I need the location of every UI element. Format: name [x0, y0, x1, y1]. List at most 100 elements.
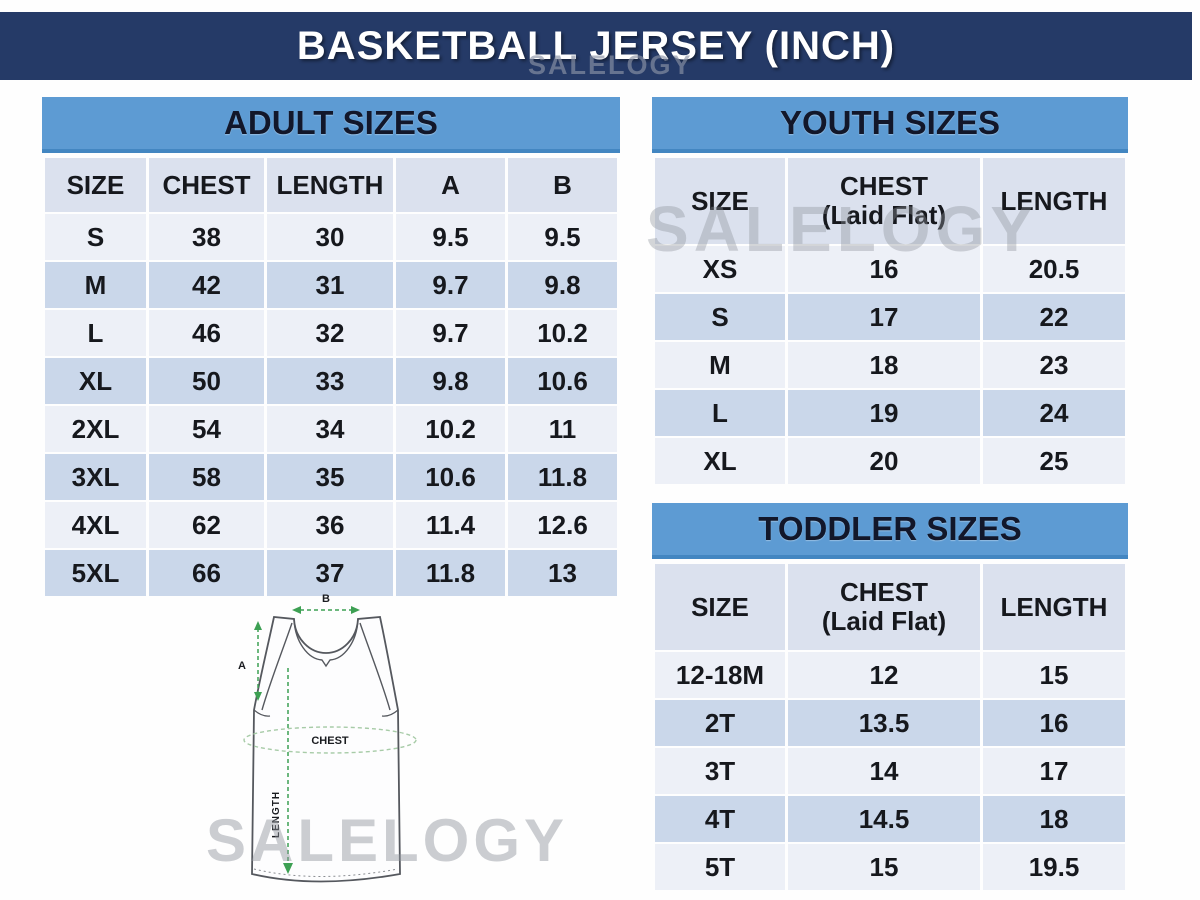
cell: 2XL: [45, 406, 146, 452]
cell: 5T: [655, 844, 785, 890]
cell: 10.6: [508, 358, 617, 404]
cell: 31: [267, 262, 393, 308]
cell: 9.7: [396, 310, 505, 356]
cell: XL: [45, 358, 146, 404]
cell: 62: [149, 502, 264, 548]
col-header-size: SIZE: [655, 564, 785, 650]
cell: 17: [788, 294, 980, 340]
table-row: L 19 24: [655, 390, 1125, 436]
col-header-size: SIZE: [45, 158, 146, 212]
title-bar: BASKETBALL JERSEY (INCH): [0, 12, 1192, 80]
table-row: 2XL 54 34 10.2 11: [45, 406, 617, 452]
col-header-size: SIZE: [655, 158, 785, 244]
cell: 11.8: [396, 550, 505, 596]
cell: 38: [149, 214, 264, 260]
table-row: M 18 23: [655, 342, 1125, 388]
cell: 36: [267, 502, 393, 548]
cell: 30: [267, 214, 393, 260]
youth-sizes-panel: YOUTH SIZES SIZE CHEST (Laid Flat) LENGT…: [652, 97, 1128, 486]
cell: 20: [788, 438, 980, 484]
cell: 9.8: [508, 262, 617, 308]
cell: 18: [788, 342, 980, 388]
toddler-sizes-panel: TODDLER SIZES SIZE CHEST (Laid Flat) LEN…: [652, 503, 1128, 892]
cell: 54: [149, 406, 264, 452]
table-row: L 46 32 9.7 10.2: [45, 310, 617, 356]
cell: 10.2: [508, 310, 617, 356]
cell: XS: [655, 246, 785, 292]
cell: 58: [149, 454, 264, 500]
cell: 2T: [655, 700, 785, 746]
table-row: S 38 30 9.5 9.5: [45, 214, 617, 260]
cell: 20.5: [983, 246, 1125, 292]
cell: 16: [788, 246, 980, 292]
cell: 11.8: [508, 454, 617, 500]
cell: 3T: [655, 748, 785, 794]
table-row: 2T 13.5 16: [655, 700, 1125, 746]
youth-sizes-banner: YOUTH SIZES: [652, 97, 1128, 153]
table-row: 4T 14.5 18: [655, 796, 1125, 842]
cell: 66: [149, 550, 264, 596]
cell: S: [45, 214, 146, 260]
toddler-sizes-banner: TODDLER SIZES: [652, 503, 1128, 559]
toddler-sizes-table: SIZE CHEST (Laid Flat) LENGTH 12-18M 12 15…: [652, 562, 1128, 892]
cell: XL: [655, 438, 785, 484]
cell: 19: [788, 390, 980, 436]
jersey-measurement-diagram: CHEST B A LENGTH: [238, 593, 417, 883]
cell: 13: [508, 550, 617, 596]
col-header-b: B: [508, 158, 617, 212]
table-row: XL 50 33 9.8 10.6: [45, 358, 617, 404]
table-row: XL 20 25: [655, 438, 1125, 484]
jersey-outline: [251, 616, 401, 883]
cell: 5XL: [45, 550, 146, 596]
table-row: 12-18M 12 15: [655, 652, 1125, 698]
cell: 23: [983, 342, 1125, 388]
adult-sizes-banner: ADULT SIZES: [42, 97, 620, 153]
col-header-length: LENGTH: [983, 564, 1125, 650]
cell: 9.8: [396, 358, 505, 404]
cell: 12-18M: [655, 652, 785, 698]
cell: 10.2: [396, 406, 505, 452]
cell: 3XL: [45, 454, 146, 500]
cell: 37: [267, 550, 393, 596]
table-row: S 17 22: [655, 294, 1125, 340]
length-label: LENGTH: [271, 791, 282, 838]
b-label: B: [322, 593, 330, 605]
table-row: M 42 31 9.7 9.8: [45, 262, 617, 308]
cell: 25: [983, 438, 1125, 484]
table-row: 5XL 66 37 11.8 13: [45, 550, 617, 596]
cell: 35: [267, 454, 393, 500]
chest-label: CHEST: [311, 735, 349, 747]
cell: 11.4: [396, 502, 505, 548]
table-row: 3T 14 17: [655, 748, 1125, 794]
col-header-length: LENGTH: [267, 158, 393, 212]
cell: 4XL: [45, 502, 146, 548]
cell: 4T: [655, 796, 785, 842]
cell: 24: [983, 390, 1125, 436]
cell: 50: [149, 358, 264, 404]
col-header-chest: CHEST (Laid Flat): [788, 564, 980, 650]
toddler-header-row: SIZE CHEST (Laid Flat) LENGTH: [655, 564, 1125, 650]
chest-measure-ellipse: CHEST: [243, 726, 417, 754]
table-row: 3XL 58 35 10.6 11.8: [45, 454, 617, 500]
adult-header-row: SIZE CHEST LENGTH A B: [45, 158, 617, 212]
cell: M: [45, 262, 146, 308]
cell: 16: [983, 700, 1125, 746]
cell: 14: [788, 748, 980, 794]
cell: 9.7: [396, 262, 505, 308]
cell: 42: [149, 262, 264, 308]
cell: 14.5: [788, 796, 980, 842]
col-header-chest: CHEST (Laid Flat): [788, 158, 980, 244]
col-header-length: LENGTH: [983, 158, 1125, 244]
cell: L: [45, 310, 146, 356]
cell: 9.5: [508, 214, 617, 260]
youth-sizes-table: SIZE CHEST (Laid Flat) LENGTH XS 16 20.5 S…: [652, 156, 1128, 486]
table-row: 5T 15 19.5: [655, 844, 1125, 890]
cell: 11: [508, 406, 617, 452]
adult-sizes-panel: ADULT SIZES SIZE CHEST LENGTH A B S 38 30 9…: [42, 97, 620, 598]
length-measure-line: LENGTH: [271, 668, 293, 874]
cell: 19.5: [983, 844, 1125, 890]
cell: 12.6: [508, 502, 617, 548]
cell: 10.6: [396, 454, 505, 500]
table-row: 4XL 62 36 11.4 12.6: [45, 502, 617, 548]
